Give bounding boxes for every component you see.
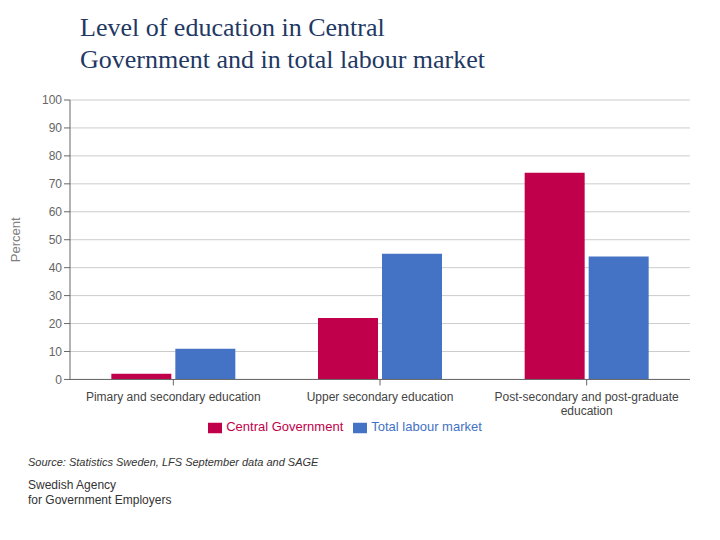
html-text:Central Government: Central Government xyxy=(226,419,344,435)
svg-text:Upper secondary education: Upper secondary education xyxy=(307,390,454,404)
html-text:Swedish Agency: Swedish Agency xyxy=(28,478,117,492)
html-text:Government and in total labour: Government and in total labour market xyxy=(80,45,485,74)
svg-text:Post-secondary and post-gradua: Post-secondary and post-graduateeducatio… xyxy=(495,390,679,418)
html-text:Total labour market: Total labour market xyxy=(371,419,482,435)
svg-text:30: 30 xyxy=(49,289,63,303)
svg-text:70: 70 xyxy=(49,177,63,191)
svg-text:20: 20 xyxy=(49,317,63,331)
svg-text:40: 40 xyxy=(49,261,63,275)
html-text:Source: Statistics Sweden, LFS: Source: Statistics Sweden, LFS September… xyxy=(28,456,319,468)
svg-text:90: 90 xyxy=(49,121,63,135)
html-text:for Government Employers: for Government Employers xyxy=(28,493,172,507)
svg-text:50: 50 xyxy=(49,233,63,247)
svg-text:Percent: Percent xyxy=(8,217,23,262)
svg-text:100: 100 xyxy=(42,93,62,107)
svg-text:0: 0 xyxy=(55,373,62,387)
svg-text:Pimary and secondary education: Pimary and secondary education xyxy=(86,390,261,404)
html-text:Level of education in Central: Level of education in Central xyxy=(80,13,385,42)
svg-text:60: 60 xyxy=(49,205,63,219)
svg-text:10: 10 xyxy=(49,345,63,359)
svg-text:80: 80 xyxy=(49,149,63,163)
